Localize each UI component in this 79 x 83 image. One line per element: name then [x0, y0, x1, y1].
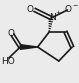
Text: HO: HO	[1, 58, 15, 66]
Text: +: +	[55, 9, 60, 15]
Text: O: O	[65, 4, 72, 14]
Text: −: −	[72, 2, 78, 7]
Text: O: O	[7, 28, 14, 38]
Text: N: N	[49, 13, 55, 21]
Polygon shape	[20, 45, 38, 49]
Text: O: O	[26, 4, 33, 14]
